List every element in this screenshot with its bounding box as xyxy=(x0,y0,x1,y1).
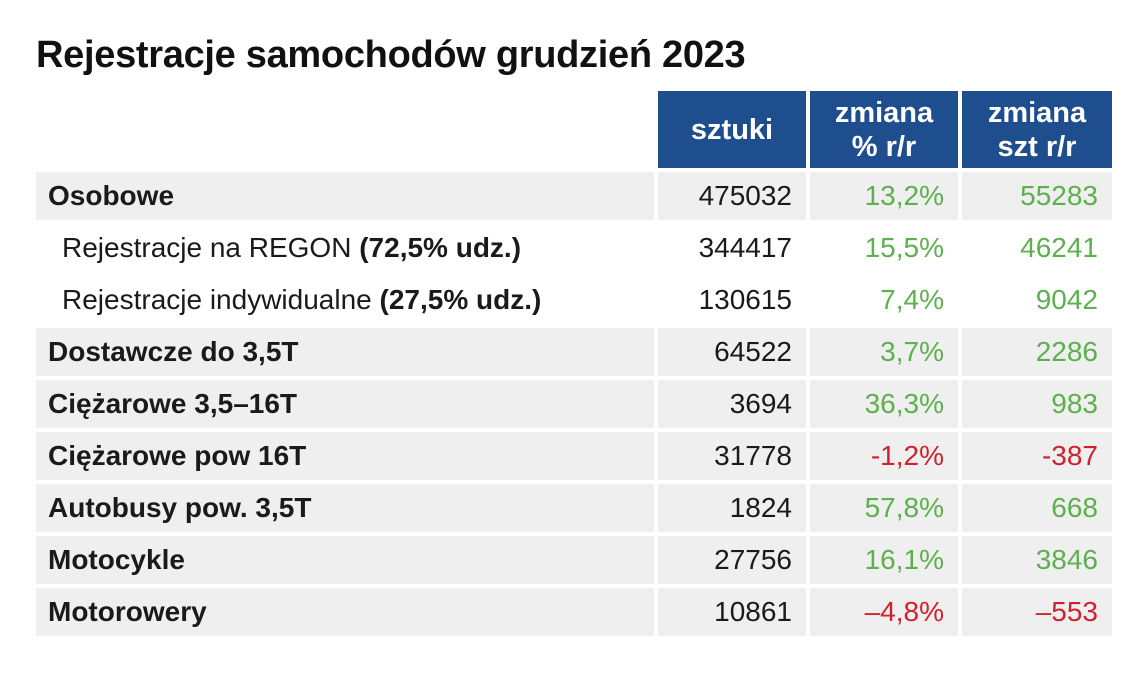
row-share-note: (27,5% udz.) xyxy=(379,284,542,315)
header-change-percent-line1: zmiana xyxy=(834,96,934,129)
table-cell-change-percent: –4,8% xyxy=(810,588,958,636)
table-cell-change-percent: 13,2% xyxy=(810,172,958,220)
table-cell-change-units: 983 xyxy=(962,380,1112,428)
header-sztuki-label: sztuki xyxy=(690,113,774,146)
row-label-text: Ciężarowe pow 16T xyxy=(48,440,307,471)
table-row-label: Ciężarowe 3,5–16T xyxy=(36,380,654,428)
table-row-label: Motocykle xyxy=(36,536,654,584)
header-change-percent: zmiana % r/r xyxy=(810,91,958,168)
table-cell-change-units: 3846 xyxy=(962,536,1112,584)
table-cell-change-percent: 16,1% xyxy=(810,536,958,584)
table-cell-sztuki: 475032 xyxy=(658,172,806,220)
page-title: Rejestracje samochodów grudzień 2023 xyxy=(36,34,746,76)
table-cell-change-percent: -1,2% xyxy=(810,432,958,480)
table-cell-sztuki: 344417 xyxy=(698,232,792,263)
registrations-table: sztuki zmiana % r/r zmiana szt r/r Osobo… xyxy=(36,91,1112,636)
table-cell-sztuki: 1824 xyxy=(658,484,806,532)
table-row-label: Dostawcze do 3,5T xyxy=(36,328,654,376)
row-label-text: Motorowery xyxy=(48,596,207,627)
table-cell-sztuki: 27756 xyxy=(658,536,806,584)
table-cell-sztuki: 3694 xyxy=(658,380,806,428)
table-cell-sztuki: 10861 xyxy=(658,588,806,636)
table-cell-change-units: 55283 xyxy=(962,172,1112,220)
table-cell-change-units: -387 xyxy=(962,432,1112,480)
table-cell-change-percent: 57,8% xyxy=(810,484,958,532)
row-label-text: Rejestracje na REGON xyxy=(62,232,360,263)
header-change-units-line2: szt r/r xyxy=(997,130,1077,163)
row-label-text: Osobowe xyxy=(48,180,175,211)
header-change-units: zmiana szt r/r xyxy=(962,91,1112,168)
table-cell-change-percent: 3,7% xyxy=(810,328,958,376)
table-cell-change-percent: 36,3% xyxy=(810,380,958,428)
table-row-label: Autobusy pow. 3,5T xyxy=(36,484,654,532)
row-label-text: Autobusy pow. 3,5T xyxy=(48,492,312,523)
table-cell-change-units: 668 xyxy=(962,484,1112,532)
table-cell-change-units: 9042 xyxy=(1035,284,1098,315)
table-row-label: Rejestracje indywidualne (27,5% udz.) xyxy=(36,276,654,324)
row-share-note: (72,5% udz.) xyxy=(359,232,522,263)
table-cell-change-units: –553 xyxy=(962,588,1112,636)
table-row-label: Ciężarowe pow 16T xyxy=(36,432,654,480)
table-row-label: Rejestracje na REGON (72,5% udz.) xyxy=(36,224,654,272)
table-cell-change-units: 46241 xyxy=(1020,232,1098,263)
table-row-label: Motorowery xyxy=(36,588,654,636)
row-label-text: Rejestracje indywidualne xyxy=(62,284,380,315)
header-change-units-line1: zmiana xyxy=(987,96,1087,129)
header-empty-cell xyxy=(36,91,654,168)
row-label-text: Motocykle xyxy=(48,544,185,575)
row-label-text: Ciężarowe 3,5–16T xyxy=(48,388,298,419)
row-label-text: Dostawcze do 3,5T xyxy=(48,336,299,367)
table-cell-sztuki: 130615 xyxy=(698,284,792,315)
header-sztuki: sztuki xyxy=(658,91,806,168)
table-cell-change-percent: 7,4% xyxy=(880,284,944,315)
table-cell-change-units: 2286 xyxy=(962,328,1112,376)
table-row-label: Osobowe xyxy=(36,172,654,220)
header-change-percent-line2: % r/r xyxy=(851,130,917,163)
table-cell-sztuki: 31778 xyxy=(658,432,806,480)
table-cell-change-percent: 15,5% xyxy=(864,232,944,263)
table-cell-sztuki: 64522 xyxy=(658,328,806,376)
